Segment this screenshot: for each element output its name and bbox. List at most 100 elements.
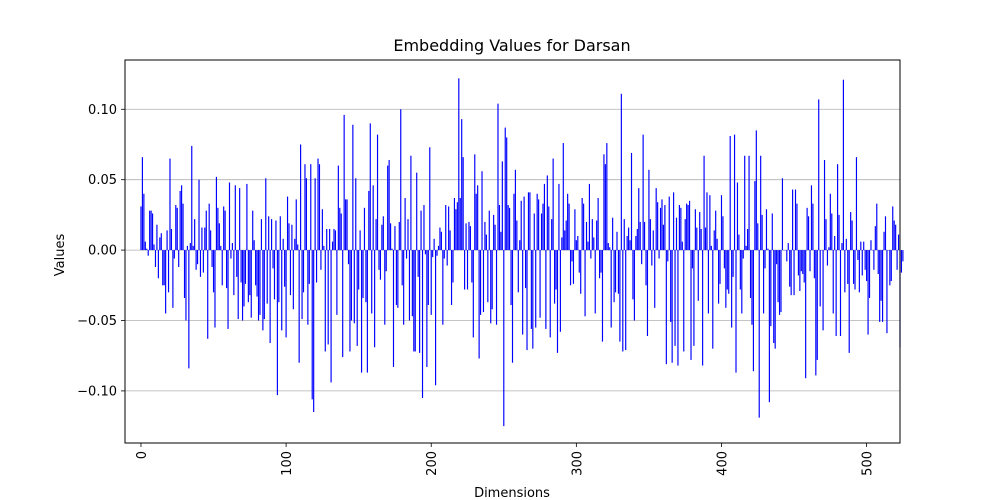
bar bbox=[739, 250, 741, 290]
bar bbox=[156, 224, 158, 251]
bar bbox=[882, 250, 884, 322]
bar bbox=[619, 250, 621, 342]
bar bbox=[684, 219, 686, 251]
bar bbox=[867, 250, 869, 335]
bar bbox=[178, 250, 180, 267]
bar bbox=[453, 197, 456, 251]
bar bbox=[350, 250, 352, 321]
bar bbox=[268, 216, 270, 251]
bar bbox=[189, 243, 191, 251]
bar bbox=[832, 250, 834, 314]
bar bbox=[435, 250, 437, 386]
bar bbox=[777, 250, 779, 303]
bar bbox=[747, 228, 749, 251]
bar bbox=[172, 250, 174, 308]
bar bbox=[626, 236, 628, 251]
bar bbox=[813, 250, 815, 279]
bar bbox=[162, 250, 164, 286]
bar bbox=[629, 240, 631, 251]
bar bbox=[286, 196, 289, 251]
bar bbox=[796, 203, 798, 251]
bar bbox=[686, 203, 688, 251]
chart-title: Embedding Values for Darsan bbox=[393, 36, 630, 55]
bar bbox=[253, 240, 255, 251]
bar bbox=[185, 250, 187, 321]
bar bbox=[194, 219, 196, 251]
bar bbox=[749, 250, 752, 298]
bar bbox=[429, 147, 431, 251]
bar bbox=[593, 237, 595, 251]
bar bbox=[295, 199, 297, 251]
bar bbox=[487, 250, 489, 303]
bar bbox=[273, 250, 276, 300]
bar bbox=[298, 250, 300, 363]
bar bbox=[523, 196, 525, 251]
bar bbox=[709, 195, 711, 251]
bar bbox=[474, 154, 476, 251]
bar bbox=[227, 250, 229, 329]
bar bbox=[745, 245, 747, 251]
bar bbox=[426, 250, 428, 367]
bar bbox=[786, 250, 788, 262]
bar bbox=[208, 203, 210, 251]
y-axis-label: Values bbox=[53, 234, 68, 277]
bar bbox=[233, 250, 235, 296]
bar bbox=[234, 185, 236, 251]
bar bbox=[780, 250, 782, 313]
bar bbox=[167, 250, 170, 293]
bar bbox=[252, 210, 254, 251]
bar bbox=[893, 220, 895, 251]
bar bbox=[896, 250, 898, 270]
bar bbox=[179, 190, 181, 251]
bar bbox=[632, 250, 634, 300]
bar bbox=[456, 202, 458, 251]
bar bbox=[440, 231, 442, 251]
bar bbox=[889, 250, 891, 286]
bar bbox=[848, 250, 850, 353]
bar bbox=[588, 183, 590, 251]
bar bbox=[427, 250, 429, 306]
bar bbox=[839, 250, 842, 336]
bar bbox=[157, 250, 159, 279]
bar bbox=[394, 226, 396, 251]
bar bbox=[751, 250, 753, 325]
bar bbox=[720, 195, 723, 251]
bar bbox=[657, 202, 659, 251]
bar bbox=[241, 250, 244, 321]
bar bbox=[520, 200, 522, 251]
bar bbox=[828, 247, 830, 251]
bar bbox=[718, 250, 720, 304]
bar bbox=[424, 250, 427, 255]
bar bbox=[413, 250, 415, 352]
bar bbox=[153, 244, 155, 251]
bar bbox=[569, 250, 572, 286]
bar bbox=[762, 250, 765, 314]
bar bbox=[890, 250, 892, 282]
bar bbox=[490, 250, 492, 324]
bar bbox=[160, 233, 162, 251]
bar bbox=[651, 250, 653, 266]
bar bbox=[342, 250, 344, 358]
bar bbox=[585, 221, 588, 251]
bar bbox=[240, 250, 242, 283]
bar bbox=[816, 250, 818, 360]
bar bbox=[154, 250, 157, 267]
bar bbox=[879, 250, 881, 322]
bar bbox=[472, 250, 474, 338]
bar bbox=[860, 241, 862, 251]
bar bbox=[522, 250, 524, 335]
bar bbox=[568, 203, 570, 251]
bar bbox=[278, 250, 280, 303]
bar bbox=[545, 250, 547, 329]
bar bbox=[420, 210, 422, 251]
bar bbox=[334, 230, 337, 251]
bar bbox=[823, 159, 826, 251]
bar bbox=[614, 250, 617, 293]
bar bbox=[369, 123, 371, 251]
bar bbox=[607, 243, 609, 251]
x-tick-label: 0 bbox=[135, 451, 150, 459]
bar bbox=[215, 176, 218, 251]
bar bbox=[838, 214, 840, 251]
bar bbox=[800, 250, 802, 272]
bar bbox=[371, 250, 373, 314]
